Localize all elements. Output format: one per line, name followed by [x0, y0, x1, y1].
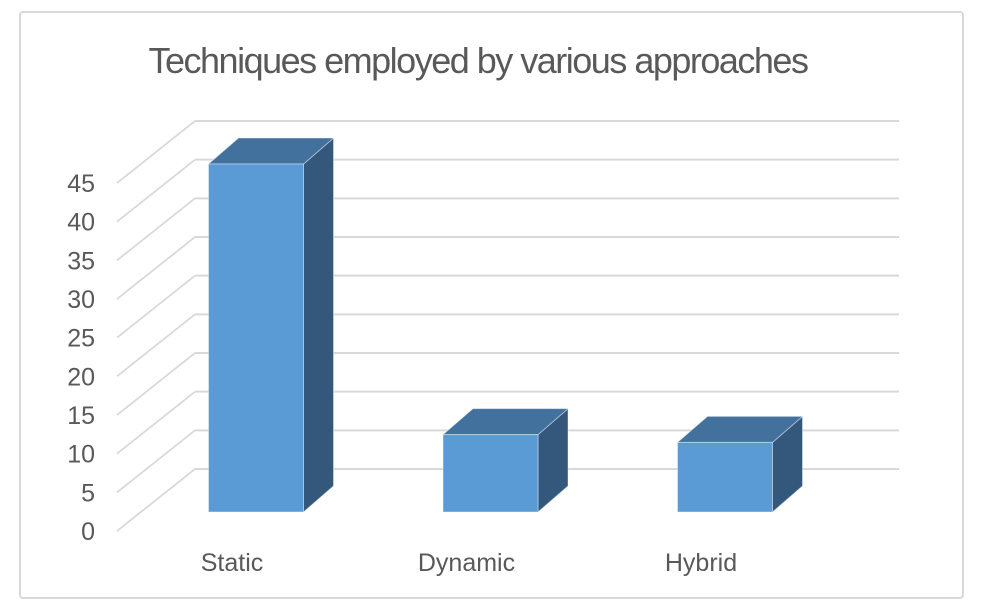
gridline-diagonal: [116, 197, 196, 262]
category-axis-label-dynamic: Dynamic: [418, 549, 515, 577]
value-axis-tick-label: 25: [67, 325, 95, 353]
value-axis-tick-label: 0: [81, 518, 95, 546]
chart-title: Techniques employed by various approache…: [149, 40, 808, 81]
gridline-diagonal: [116, 390, 196, 455]
chart-frame-border: [19, 11, 964, 599]
category-axis-labels: Static Dynamic Hybrid: [201, 549, 737, 577]
gridline-diagonal: [116, 429, 196, 494]
gridline-diagonal: [116, 274, 196, 339]
value-axis-tick-label: 15: [67, 402, 95, 430]
gridline-diagonal: [116, 158, 196, 223]
value-axis-tick-label: 30: [67, 286, 95, 314]
gridline-diagonal: [116, 120, 196, 184]
bar-front-face-hybrid: [677, 441, 773, 513]
category-axis-label-hybrid: Hybrid: [665, 549, 737, 577]
bar-side-face-static: [303, 136, 334, 514]
bar-front-face-static: [208, 163, 304, 513]
gridline-diagonal: [116, 236, 196, 300]
value-axis-tick-label: 40: [67, 209, 95, 237]
bar-front-face-dynamic: [442, 434, 539, 513]
gridline-diagonal: [116, 352, 196, 416]
value-axis-tick-label: 10: [67, 441, 95, 469]
gridline-diagonal: [116, 313, 196, 378]
category-axis-label-static: Static: [201, 549, 264, 577]
bars-layer: [207, 136, 804, 514]
value-axis-tick-label: 45: [67, 170, 95, 198]
value-axis-tick-label: 5: [81, 479, 95, 507]
value-axis-tick-label: 20: [67, 363, 95, 391]
value-axis-labels: 0 5 10 15 20 25 30 35 40 45: [67, 170, 95, 546]
gridline-diagonal: [116, 468, 196, 532]
value-axis-tick-label: 35: [67, 247, 95, 275]
